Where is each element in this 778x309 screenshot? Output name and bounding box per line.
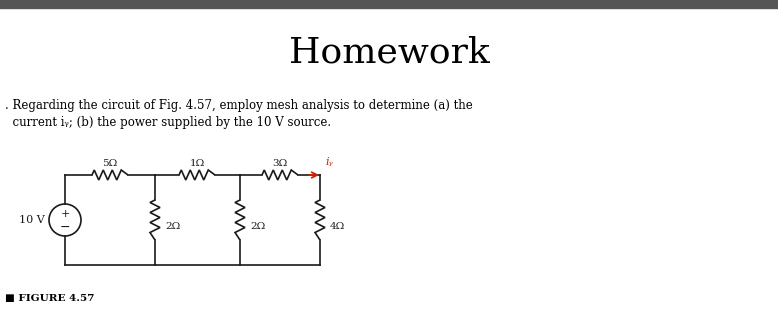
Text: iᵧ: iᵧ	[325, 157, 333, 167]
Text: 5Ω: 5Ω	[103, 159, 117, 167]
Text: 2Ω: 2Ω	[165, 222, 180, 231]
Text: 3Ω: 3Ω	[272, 159, 288, 167]
Text: 2Ω: 2Ω	[250, 222, 265, 231]
Text: current iᵧ; (b) the power supplied by the 10 V source.: current iᵧ; (b) the power supplied by th…	[5, 116, 331, 129]
Text: −: −	[60, 221, 70, 234]
Text: ■ FIGURE 4.57: ■ FIGURE 4.57	[5, 294, 94, 303]
Text: . Regarding the circuit of Fig. 4.57, employ mesh analysis to determine (a) the: . Regarding the circuit of Fig. 4.57, em…	[5, 99, 473, 112]
Text: Homework: Homework	[289, 35, 489, 69]
Text: 1Ω: 1Ω	[189, 159, 205, 167]
Text: +: +	[61, 209, 70, 219]
Text: 4Ω: 4Ω	[330, 222, 345, 231]
Text: 10 V: 10 V	[19, 215, 45, 225]
